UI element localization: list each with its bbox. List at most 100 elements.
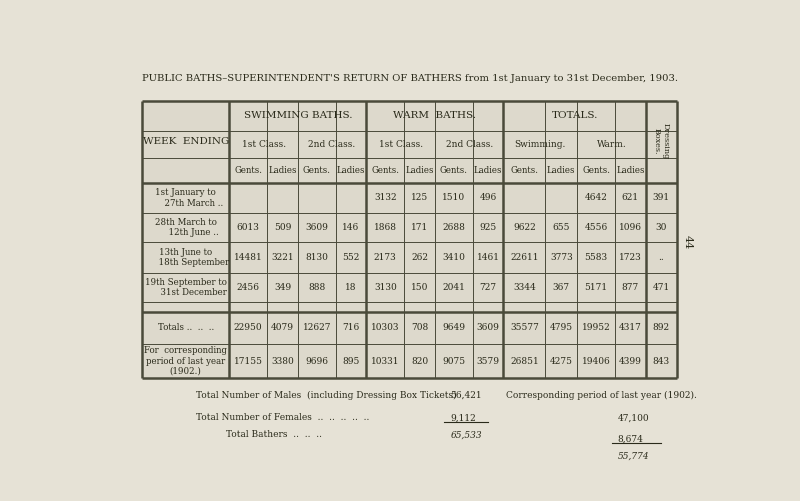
Text: 19952: 19952 bbox=[582, 323, 610, 332]
Text: 3130: 3130 bbox=[374, 283, 397, 292]
Text: Ladies: Ladies bbox=[474, 165, 502, 174]
Text: 1868: 1868 bbox=[374, 223, 397, 232]
Text: Dressing
Boxes.: Dressing Boxes. bbox=[653, 123, 670, 160]
Text: 2456: 2456 bbox=[237, 283, 260, 292]
Text: 55,774: 55,774 bbox=[618, 452, 650, 461]
Text: 367: 367 bbox=[553, 283, 570, 292]
Text: 2nd Class.: 2nd Class. bbox=[446, 140, 493, 149]
Text: 655: 655 bbox=[553, 223, 570, 232]
Text: 150: 150 bbox=[411, 283, 428, 292]
Text: 8130: 8130 bbox=[306, 253, 328, 262]
Text: Gents.: Gents. bbox=[440, 165, 468, 174]
Text: 146: 146 bbox=[342, 223, 360, 232]
Text: 44: 44 bbox=[682, 235, 693, 249]
Text: Ladies: Ladies bbox=[616, 165, 645, 174]
Text: 2173: 2173 bbox=[374, 253, 397, 262]
Text: 3132: 3132 bbox=[374, 193, 397, 202]
Text: 5583: 5583 bbox=[585, 253, 608, 262]
Text: Total Number of Males  (including Dressing Box Tickets): Total Number of Males (including Dressin… bbox=[196, 391, 457, 400]
Text: 10331: 10331 bbox=[371, 357, 399, 366]
Text: 9649: 9649 bbox=[442, 323, 466, 332]
Text: PUBLIC BATHS–SUPERINTENDENT'S RETURN OF BATHERS from 1st January to 31st Decembe: PUBLIC BATHS–SUPERINTENDENT'S RETURN OF … bbox=[142, 74, 678, 83]
Text: 9,112: 9,112 bbox=[450, 413, 476, 422]
Text: 3773: 3773 bbox=[550, 253, 573, 262]
Text: 28th March to
      12th June ..: 28th March to 12th June .. bbox=[152, 218, 219, 237]
Text: WARM  BATHS.: WARM BATHS. bbox=[394, 111, 477, 120]
Text: 509: 509 bbox=[274, 223, 291, 232]
Text: 6013: 6013 bbox=[237, 223, 260, 232]
Text: 3221: 3221 bbox=[271, 253, 294, 262]
Text: 843: 843 bbox=[653, 357, 670, 366]
Text: 30: 30 bbox=[655, 223, 667, 232]
Text: Ladies: Ladies bbox=[406, 165, 434, 174]
Text: Gents.: Gents. bbox=[582, 165, 610, 174]
Text: 820: 820 bbox=[411, 357, 428, 366]
Text: 2688: 2688 bbox=[442, 223, 466, 232]
Text: Corresponding period of last year (1902).: Corresponding period of last year (1902)… bbox=[506, 391, 697, 400]
Text: 391: 391 bbox=[653, 193, 670, 202]
Text: 496: 496 bbox=[479, 193, 497, 202]
Text: SWIMMING BATHS.: SWIMMING BATHS. bbox=[243, 111, 352, 120]
Text: 2041: 2041 bbox=[442, 283, 466, 292]
Text: 10303: 10303 bbox=[371, 323, 399, 332]
Text: 47,100: 47,100 bbox=[618, 413, 650, 422]
Text: 471: 471 bbox=[653, 283, 670, 292]
Text: 262: 262 bbox=[411, 253, 428, 262]
Text: Gents.: Gents. bbox=[371, 165, 399, 174]
Text: 4079: 4079 bbox=[271, 323, 294, 332]
Text: 1723: 1723 bbox=[619, 253, 642, 262]
Text: 708: 708 bbox=[411, 323, 428, 332]
Text: For  corresponding
period of last year
(1902.): For corresponding period of last year (1… bbox=[144, 346, 227, 376]
Text: 3609: 3609 bbox=[306, 223, 328, 232]
Text: 349: 349 bbox=[274, 283, 291, 292]
Text: Total Bathers  ..  ..  ..: Total Bathers .. .. .. bbox=[226, 430, 322, 439]
Text: 22950: 22950 bbox=[234, 323, 262, 332]
Text: 727: 727 bbox=[479, 283, 497, 292]
Text: Ladies: Ladies bbox=[547, 165, 575, 174]
Text: 716: 716 bbox=[342, 323, 360, 332]
Text: 35577: 35577 bbox=[510, 323, 539, 332]
Text: Gents.: Gents. bbox=[510, 165, 538, 174]
Text: Total Number of Females  ..  ..  ..  ..  ..: Total Number of Females .. .. .. .. .. bbox=[196, 413, 370, 422]
Text: 171: 171 bbox=[411, 223, 428, 232]
Text: 552: 552 bbox=[342, 253, 360, 262]
Text: 1096: 1096 bbox=[619, 223, 642, 232]
Text: Ladies: Ladies bbox=[337, 165, 366, 174]
Text: 56,421: 56,421 bbox=[450, 391, 482, 400]
Text: 4399: 4399 bbox=[619, 357, 642, 366]
Text: Swimming.: Swimming. bbox=[514, 140, 566, 149]
Text: WEEK  ENDING: WEEK ENDING bbox=[142, 137, 229, 146]
Text: 4317: 4317 bbox=[619, 323, 642, 332]
Text: 65,533: 65,533 bbox=[450, 430, 482, 439]
Text: ..: .. bbox=[658, 253, 664, 262]
Text: 19th September to
      31st December: 19th September to 31st December bbox=[144, 278, 227, 297]
Text: Totals ..  ..  ..: Totals .. .. .. bbox=[158, 323, 214, 332]
Text: 5171: 5171 bbox=[585, 283, 608, 292]
Text: 1510: 1510 bbox=[442, 193, 466, 202]
Text: 1st Class.: 1st Class. bbox=[378, 140, 422, 149]
Text: 1st Class.: 1st Class. bbox=[242, 140, 286, 149]
Text: 3609: 3609 bbox=[477, 323, 499, 332]
Text: 13th June to
      18th September: 13th June to 18th September bbox=[142, 248, 230, 267]
Text: 3344: 3344 bbox=[513, 283, 536, 292]
Text: 19406: 19406 bbox=[582, 357, 610, 366]
Text: 888: 888 bbox=[308, 283, 326, 292]
Text: 17155: 17155 bbox=[234, 357, 262, 366]
Text: 12627: 12627 bbox=[302, 323, 331, 332]
Text: TOTALS.: TOTALS. bbox=[551, 111, 598, 120]
Text: 9075: 9075 bbox=[442, 357, 466, 366]
Text: 26851: 26851 bbox=[510, 357, 538, 366]
Text: 3380: 3380 bbox=[271, 357, 294, 366]
Text: Warm.: Warm. bbox=[597, 140, 626, 149]
Text: 895: 895 bbox=[342, 357, 360, 366]
Text: Gents.: Gents. bbox=[234, 165, 262, 174]
Text: 3579: 3579 bbox=[477, 357, 499, 366]
Text: 125: 125 bbox=[411, 193, 428, 202]
Text: 2nd Class.: 2nd Class. bbox=[309, 140, 356, 149]
Text: 18: 18 bbox=[346, 283, 357, 292]
Text: Gents.: Gents. bbox=[302, 165, 330, 174]
Text: 3410: 3410 bbox=[442, 253, 466, 262]
Text: 1461: 1461 bbox=[477, 253, 499, 262]
Text: 4642: 4642 bbox=[585, 193, 607, 202]
Text: 1st January to
      27th March ..: 1st January to 27th March .. bbox=[148, 188, 223, 207]
